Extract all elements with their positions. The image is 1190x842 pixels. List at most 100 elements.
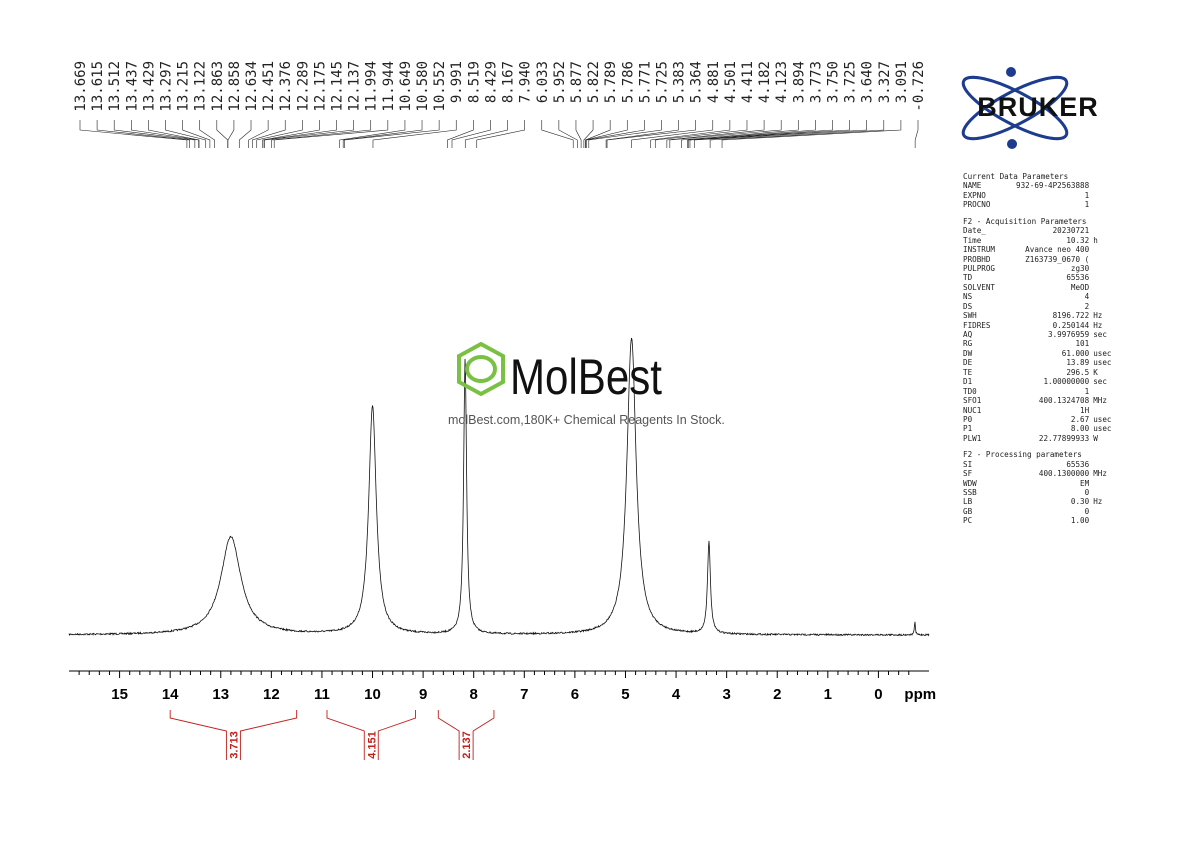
parameter-key: DS	[963, 301, 973, 311]
parameter-key: WDW	[963, 478, 977, 488]
peak-label: -0.726	[911, 61, 927, 112]
peak-label: 7.940	[518, 61, 534, 103]
peak-connector	[687, 120, 816, 148]
peak-label: 3.725	[843, 61, 859, 103]
benzene-icon	[457, 342, 505, 397]
peak-label: 11.994	[364, 61, 380, 112]
peak-label: 10.649	[398, 61, 414, 112]
parameter-row: PULPROG zg30	[963, 264, 1123, 273]
axis-tick-label: 2	[773, 686, 781, 703]
peak-label: 12.858	[227, 61, 243, 112]
peak-label: 13.297	[159, 61, 175, 112]
parameter-unit: Hz	[1093, 497, 1103, 507]
peak-label: 13.122	[193, 61, 209, 112]
parameter-unit: W	[1093, 433, 1098, 443]
peak-label: 4.123	[774, 61, 790, 103]
parameter-row: NAME 932-69-4P2563888	[963, 181, 1123, 190]
molbest-brand-text: MolBest	[510, 349, 662, 398]
peak-label-group: 13.669 13.615 13.512 13.437 13.429 13.297 13.2…	[73, 61, 927, 112]
integral-value: 3.713	[228, 731, 240, 759]
peak-connector	[342, 120, 423, 148]
peak-label: 3.327	[877, 61, 893, 103]
parameter-key: Date_	[963, 226, 986, 236]
peak-label: 13.429	[141, 61, 157, 112]
peak-label: 12.863	[210, 61, 226, 112]
peak-connector	[464, 120, 508, 148]
axis-tick-label: 9	[419, 686, 427, 703]
parameter-value: 61.000	[1061, 348, 1090, 358]
parameter-value: 10.32	[1066, 235, 1090, 245]
parameter-unit: MHz	[1093, 396, 1107, 406]
axis-tick-label: 1	[824, 686, 832, 703]
parameter-key: PROCNO	[963, 200, 991, 210]
peak-label: 3.773	[808, 61, 824, 103]
parameter-unit	[1089, 200, 1123, 209]
parameter-value: 1	[1084, 386, 1090, 396]
parameter-section-title: Current Data Parameters	[963, 172, 1069, 181]
axis-tick-label: 5	[621, 686, 629, 703]
peak-label: 12.137	[347, 61, 363, 112]
peak-connector	[263, 120, 337, 148]
parameter-unit	[1089, 181, 1123, 190]
parameter-key: TD0	[963, 386, 977, 396]
parameter-value: 1.00	[1070, 516, 1090, 526]
parameter-unit	[1089, 460, 1123, 469]
peak-label: 13.669	[73, 61, 89, 112]
peak-connector	[113, 120, 196, 148]
parameter-value: 8196.722	[1052, 311, 1090, 321]
parameter-value: 20230721	[1052, 226, 1090, 236]
peak-label: 12.289	[295, 61, 311, 112]
parameter-key: SWH	[963, 311, 977, 321]
peak-connector	[914, 120, 919, 148]
axis-tick-label: 13	[212, 686, 229, 703]
parameter-key: NUC1	[963, 405, 982, 415]
parameter-key: SSB	[963, 488, 977, 498]
peak-connector	[693, 120, 867, 148]
parameter-key: RG	[963, 339, 973, 349]
peak-label: 8.429	[483, 61, 499, 103]
parameter-key: GB	[963, 506, 973, 516]
peak-label: 5.789	[603, 61, 619, 103]
peak-connector	[447, 120, 474, 148]
parameter-value: 22.77899933	[1038, 433, 1090, 443]
peak-connector	[248, 120, 269, 148]
parameter-key: SOLVENT	[963, 282, 996, 292]
parameter-unit	[1089, 264, 1123, 273]
parameter-row: PROBHD Z163739_0670 (	[963, 255, 1123, 264]
peak-label: 11.944	[381, 61, 397, 112]
parameter-section: F2 - Processing parameters SI 65536 SF 400.1…	[963, 450, 1123, 526]
parameter-unit	[1089, 273, 1123, 282]
parameter-unit: sec	[1093, 377, 1107, 387]
integral-bracket: 3.713	[169, 710, 298, 760]
bruker-logo: BRUKER	[961, 67, 1098, 149]
parameter-row: TD 65536	[963, 273, 1123, 282]
integral-group: 3.713 4.151 2.137	[169, 710, 495, 760]
parameter-value: 8.00	[1070, 424, 1090, 434]
peak-connector	[96, 120, 190, 148]
parameter-row: DW 61.000 usec	[963, 349, 1123, 358]
parameter-row: DS 2	[963, 302, 1123, 311]
peak-connector	[273, 120, 389, 148]
parameter-section-title: F2 - Processing parameters	[963, 450, 1082, 460]
parameter-value: 0.30	[1070, 497, 1090, 507]
parameter-unit	[1089, 488, 1123, 497]
parameter-row: P0 2.67 usec	[963, 415, 1123, 424]
parameter-unit: sec	[1093, 330, 1107, 340]
parameter-value: 296.5	[1066, 367, 1090, 377]
peak-connector	[721, 120, 902, 148]
parameter-row: SOLVENT MeOD	[963, 283, 1123, 292]
integral-value: 4.151	[366, 731, 378, 759]
parameter-key: INSTRUM	[963, 245, 996, 255]
axis-tick-label: 10	[364, 686, 381, 703]
peak-connector	[372, 120, 457, 148]
peak-connector	[165, 120, 207, 148]
axis-unit-label: ppm	[904, 686, 936, 703]
parameter-value: 101	[1075, 339, 1090, 349]
peak-connector	[681, 120, 799, 148]
parameter-unit: usec	[1093, 358, 1112, 368]
parameter-unit	[1089, 245, 1123, 254]
axis-tick-label: 14	[162, 686, 179, 703]
peak-label: 3.894	[791, 61, 807, 103]
parameter-key: PC	[963, 516, 973, 526]
